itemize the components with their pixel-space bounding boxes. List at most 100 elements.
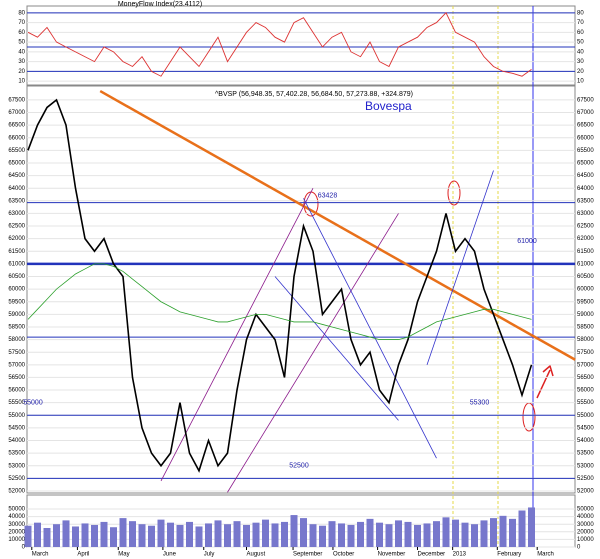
y-tick-label: 59500 <box>577 299 594 305</box>
y-tick-label: 56500 <box>8 375 25 381</box>
y-tick-label: 52500 <box>577 476 594 482</box>
volume-bar <box>461 522 469 547</box>
volume-bar <box>528 507 535 547</box>
volume-bar <box>376 522 383 547</box>
y-tick-label: 62000 <box>8 236 25 242</box>
y-tick-label: 64500 <box>8 173 25 179</box>
volume-bar <box>509 518 516 547</box>
x-tick-label: 2013 <box>453 552 467 558</box>
y-tick-label: 30 <box>18 59 25 65</box>
y-tick-label: 40000 <box>577 514 594 520</box>
volume-bar <box>471 524 478 547</box>
y-tick-label: 67500 <box>8 97 25 103</box>
annotation: 55300 <box>470 400 490 407</box>
y-tick-label: 55000 <box>577 413 594 419</box>
y-tick-label: 40 <box>18 49 25 55</box>
y-tick-label: 50000 <box>577 507 594 513</box>
highlight <box>447 180 461 206</box>
volume-bar <box>252 522 260 547</box>
volume-bar <box>433 521 440 547</box>
y-tick-label: 66500 <box>8 123 25 129</box>
y-tick-label: 61000 <box>8 261 25 267</box>
volume-bar <box>300 518 307 547</box>
volume-bar <box>233 521 241 547</box>
x-tick-label: November <box>378 552 406 558</box>
volume-bar <box>157 519 165 547</box>
volume-bar <box>347 524 355 547</box>
y-tick-label: 20 <box>577 69 584 75</box>
volume-bar <box>62 520 70 547</box>
trendline <box>227 213 399 493</box>
y-tick-label: 61000 <box>577 261 594 267</box>
volume-bar <box>214 520 222 547</box>
volume-bar <box>281 521 288 547</box>
y-tick-label: 61500 <box>8 249 25 255</box>
x-tick-label: March <box>537 552 554 558</box>
y-tick-label: 67000 <box>577 110 594 116</box>
volume-bar <box>518 510 526 547</box>
volume-bar <box>119 518 127 547</box>
volume-bar <box>452 519 459 547</box>
volume-bar <box>167 522 174 547</box>
volume-bar <box>385 524 393 547</box>
y-tick-label: 10 <box>577 79 584 85</box>
y-tick-label: 30 <box>577 59 584 65</box>
volume-bar <box>224 524 231 547</box>
y-tick-label: 30000 <box>8 522 25 528</box>
y-tick-label: 60000 <box>8 287 25 293</box>
y-tick-label: 50 <box>577 40 584 46</box>
y-tick-label: 60 <box>18 30 25 36</box>
volume-bar <box>499 515 507 547</box>
volume-bar <box>34 522 41 547</box>
x-tick-label: June <box>163 552 177 558</box>
y-tick-label: 55500 <box>8 400 25 406</box>
y-tick-label: 67500 <box>577 97 594 103</box>
y-tick-label: 0 <box>577 545 581 551</box>
y-tick-label: 52500 <box>8 476 25 482</box>
y-tick-label: 57500 <box>577 350 594 356</box>
annotation: 52500 <box>289 463 309 470</box>
volume-bar <box>414 524 421 547</box>
x-tick-label: February <box>497 552 521 558</box>
y-tick-label: 63000 <box>577 211 594 217</box>
y-tick-label: 62500 <box>577 224 594 230</box>
volume-bar <box>442 517 450 547</box>
y-tick-label: 40 <box>577 49 584 55</box>
y-tick-label: 53000 <box>8 463 25 469</box>
volume-bar <box>100 521 108 547</box>
y-tick-label: 56500 <box>577 375 594 381</box>
volume-bar <box>262 519 269 547</box>
y-tick-label: 66000 <box>8 135 25 141</box>
price-line <box>27 263 532 340</box>
y-tick-label: 55000 <box>8 413 25 419</box>
volume-bar <box>176 524 184 547</box>
y-tick-label: 59000 <box>8 312 25 318</box>
y-tick-label: 53500 <box>577 451 594 457</box>
y-tick-label: 58000 <box>577 337 594 343</box>
y-tick-label: 53500 <box>8 451 25 457</box>
y-tick-label: 65000 <box>8 161 25 167</box>
trendline <box>160 188 314 482</box>
y-tick-label: 20 <box>18 69 25 75</box>
y-tick-label: 50 <box>18 40 25 46</box>
y-tick-label: 58000 <box>8 337 25 343</box>
chart-title: Bovespa <box>365 99 412 113</box>
volume-bar <box>271 523 279 547</box>
y-tick-label: 57500 <box>8 350 25 356</box>
volume-bar <box>366 518 374 547</box>
y-tick-label: 52000 <box>577 489 594 495</box>
y-tick-label: 53000 <box>577 463 594 469</box>
y-tick-label: 10000 <box>8 537 25 543</box>
y-tick-label: 62000 <box>577 236 594 242</box>
volume-bar <box>129 521 136 547</box>
y-tick-label: 59000 <box>577 312 594 318</box>
y-tick-label: 54000 <box>8 438 25 444</box>
arrow <box>536 364 554 399</box>
y-tick-label: 0 <box>22 545 26 551</box>
y-tick-label: 50000 <box>8 507 25 513</box>
x-tick-label: August <box>247 552 266 558</box>
y-tick-label: 67000 <box>8 110 25 116</box>
volume-bar <box>357 521 364 547</box>
x-tick-label: October <box>333 552 354 558</box>
